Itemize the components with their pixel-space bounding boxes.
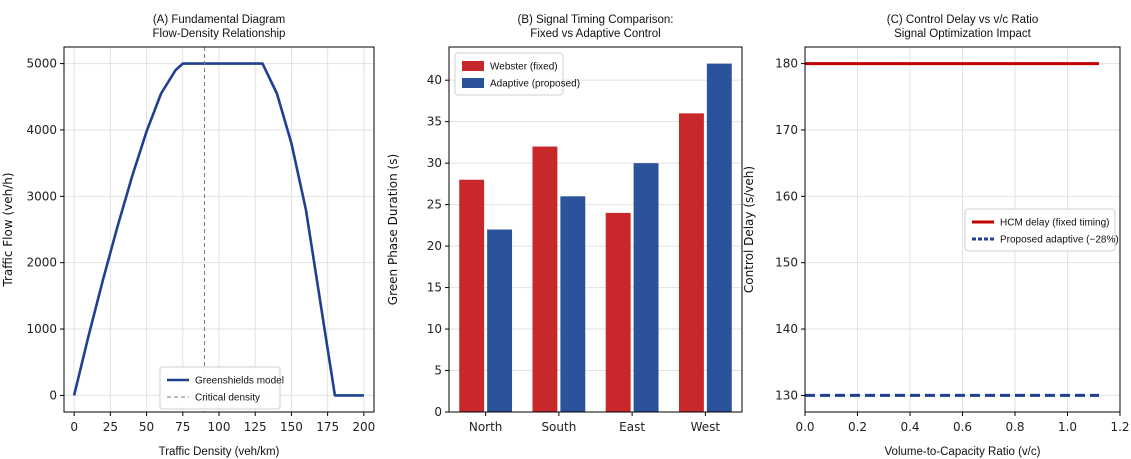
y-tick-label: 25 bbox=[427, 198, 442, 212]
x-tick-label: South bbox=[541, 420, 576, 434]
bar-adaptive-north bbox=[487, 229, 513, 412]
y-tick-label: 130 bbox=[775, 388, 798, 402]
bar-adaptive-west bbox=[706, 63, 732, 412]
x-tick-label: North bbox=[469, 420, 503, 434]
y-tick-label: 2000 bbox=[26, 256, 57, 270]
y-tick-label: 20 bbox=[427, 239, 442, 253]
x-tick-label: East bbox=[619, 420, 645, 434]
chart-title: (A) Fundamental Diagram bbox=[153, 14, 285, 26]
y-tick-label: 5 bbox=[434, 364, 442, 378]
x-tick-label: West bbox=[691, 420, 721, 434]
y-axis-label: Control Delay (s/veh) bbox=[742, 166, 756, 293]
y-tick-label: 150 bbox=[775, 256, 798, 270]
bar-webster-south bbox=[532, 146, 558, 412]
bar-webster-west bbox=[678, 113, 704, 412]
y-tick-label: 5000 bbox=[26, 57, 57, 71]
y-tick-label: 160 bbox=[775, 189, 798, 203]
x-tick-label: 75 bbox=[175, 420, 190, 434]
chart-subtitle: Flow-Density Relationship bbox=[153, 28, 286, 40]
legend-box bbox=[964, 208, 1116, 252]
x-tick-label: 100 bbox=[208, 420, 231, 434]
legend-box bbox=[159, 366, 281, 410]
x-tick-label: 200 bbox=[352, 420, 375, 434]
y-tick-label: 3000 bbox=[26, 189, 57, 203]
greenshields-curve bbox=[72, 62, 364, 397]
y-tick-label: 40 bbox=[427, 73, 442, 87]
x-tick-label: 0 bbox=[70, 420, 78, 434]
chart-title: (B) Signal Timing Comparison: bbox=[518, 14, 674, 26]
y-tick-label: 15 bbox=[427, 281, 442, 295]
plot-frame bbox=[804, 46, 1121, 413]
x-tick-label: 25 bbox=[103, 420, 118, 434]
plot-frame bbox=[63, 46, 375, 413]
y-tick-label: 10 bbox=[427, 322, 442, 336]
bar-adaptive-south bbox=[560, 196, 586, 412]
x-tick-label: 0.4 bbox=[900, 420, 919, 434]
chart-subtitle: Signal Optimization Impact bbox=[894, 28, 1032, 40]
legend-label: Proposed adaptive (−28%) bbox=[1000, 235, 1119, 246]
legend-label: Greenshields model bbox=[195, 376, 284, 387]
bar-webster-north bbox=[459, 179, 485, 412]
chart-subtitle: Fixed vs Adaptive Control bbox=[530, 28, 660, 40]
y-axis-label: Green Phase Duration (s) bbox=[386, 154, 400, 305]
panel-fundamental-diagram: (A) Fundamental Diagram Flow-Density Rela… bbox=[1, 14, 375, 458]
chart-title: (C) Control Delay vs v/c Ratio bbox=[887, 14, 1038, 26]
legend-label: Critical density bbox=[195, 393, 260, 404]
x-tick-label: 0.8 bbox=[1005, 420, 1024, 434]
panel-signal-timing: (B) Signal Timing Comparison: Fixed vs Ad… bbox=[386, 14, 743, 434]
y-tick-label: 35 bbox=[427, 115, 442, 129]
x-tick-label: 175 bbox=[316, 420, 339, 434]
y-tick-label: 0 bbox=[434, 405, 442, 419]
bar-adaptive-east bbox=[633, 163, 659, 412]
x-tick-label: 0.2 bbox=[848, 420, 867, 434]
x-tick-label: 0.0 bbox=[795, 420, 814, 434]
y-tick-label: 4000 bbox=[26, 123, 57, 137]
x-tick-label: 50 bbox=[139, 420, 154, 434]
x-tick-label: 1.0 bbox=[1058, 420, 1077, 434]
plot-frame bbox=[448, 46, 743, 413]
y-tick-label: 180 bbox=[775, 57, 798, 71]
y-tick-label: 170 bbox=[775, 123, 798, 137]
x-axis-label: Traffic Density (veh/km) bbox=[159, 446, 280, 458]
y-tick-label: 1000 bbox=[26, 322, 57, 336]
y-tick-label: 30 bbox=[427, 156, 442, 170]
bar-webster-east bbox=[605, 212, 631, 412]
panel-control-delay: (C) Control Delay vs v/c Ratio Signal Opt… bbox=[742, 14, 1130, 458]
x-tick-label: 125 bbox=[244, 420, 267, 434]
y-tick-label: 0 bbox=[49, 388, 57, 402]
x-tick-label: 0.6 bbox=[953, 420, 972, 434]
legend-label: Adaptive (proposed) bbox=[490, 79, 580, 90]
x-tick-label: 1.2 bbox=[1110, 420, 1129, 434]
legend-label: Webster (fixed) bbox=[490, 62, 558, 73]
x-tick-label: 150 bbox=[280, 420, 303, 434]
legend-label: HCM delay (fixed timing) bbox=[1000, 218, 1109, 229]
legend-swatch bbox=[462, 61, 484, 71]
y-axis-label: Traffic Flow (veh/h) bbox=[1, 172, 15, 287]
legend-swatch bbox=[462, 78, 484, 88]
x-axis-label: Volume-to-Capacity Ratio (v/c) bbox=[885, 446, 1041, 458]
y-tick-label: 140 bbox=[775, 322, 798, 336]
